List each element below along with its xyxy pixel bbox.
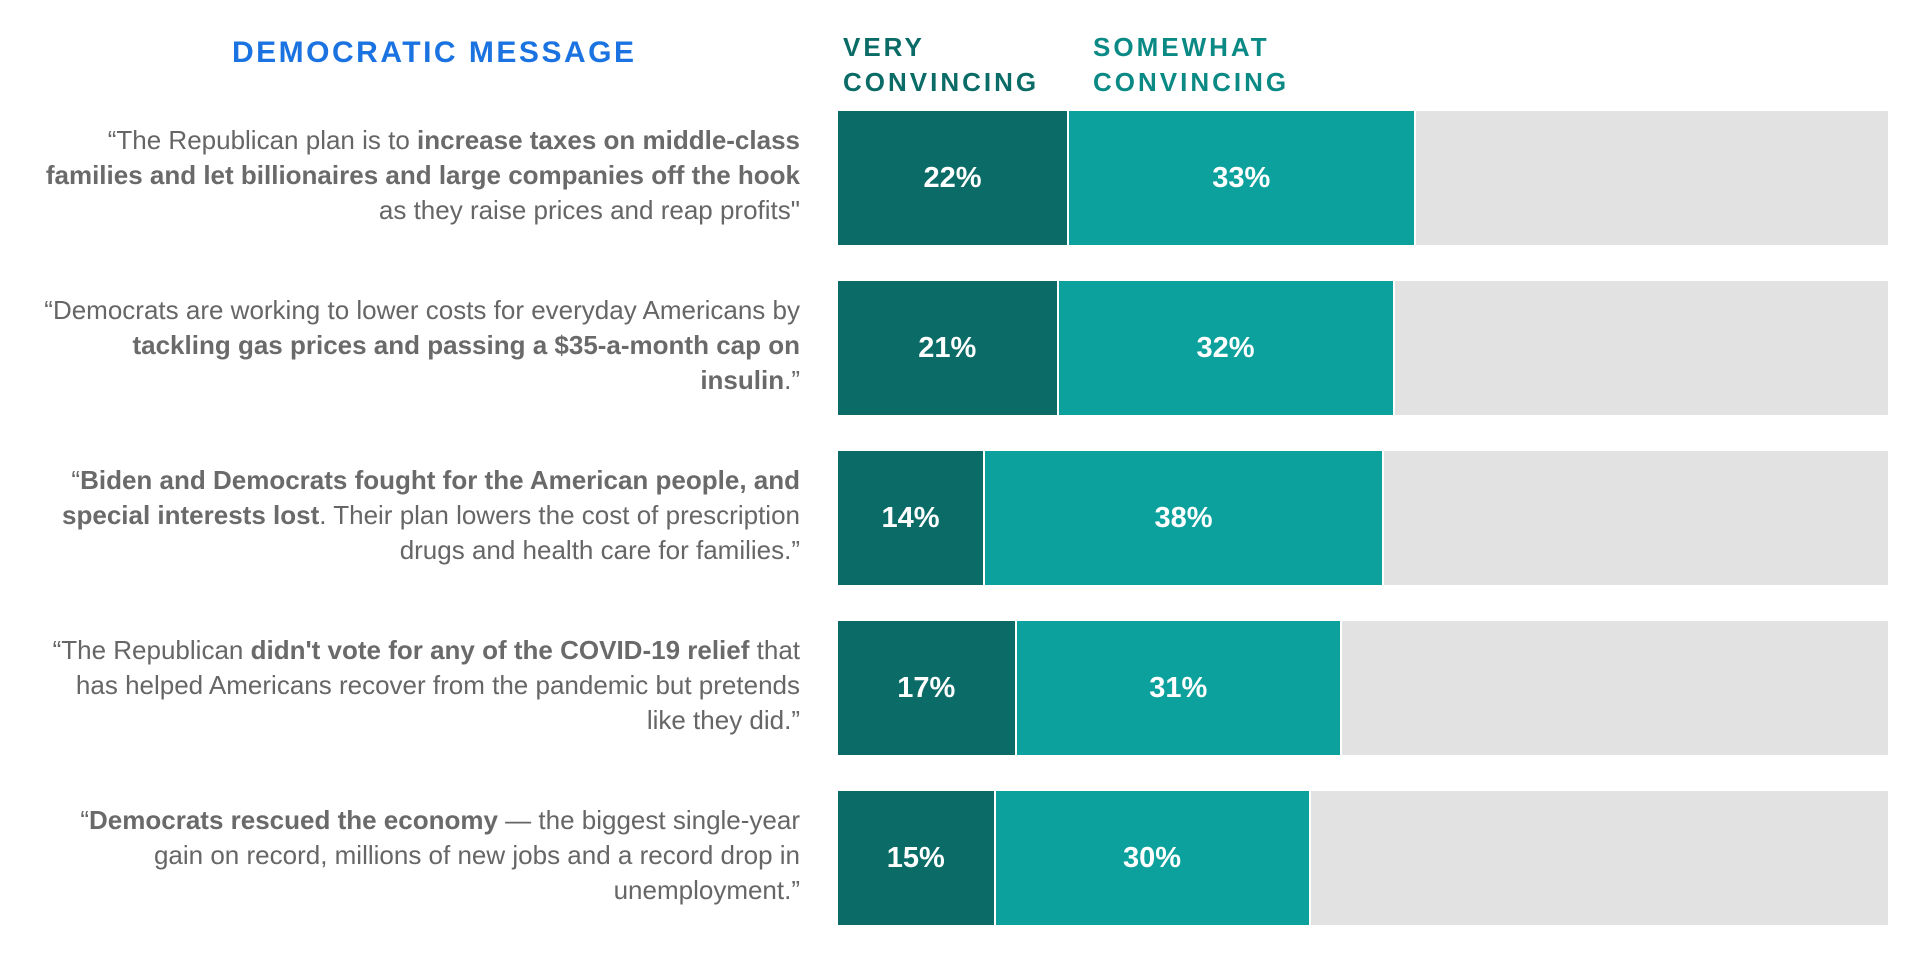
data-label-somewhat: 33% [1212,161,1271,194]
data-label-somewhat: 32% [1196,331,1255,364]
message-plain-text: “ [80,805,90,835]
message-plain-text: .” [784,365,800,395]
bar-very-convincing: 14% [838,451,985,585]
legend-very-line1: VERY [843,32,925,62]
message-bold-text: Biden and Democrats fought for the Ameri… [62,465,800,530]
message-column-title: DEMOCRATIC MESSAGE [232,36,637,69]
message-bold-text: didn't vote for any of the COVID-19 reli… [250,635,750,665]
bar-row: 21% 32% [838,281,1888,415]
data-label-somewhat: 38% [1154,501,1213,534]
bar-row: 14% 38% [838,451,1888,585]
data-label-somewhat: 30% [1122,841,1182,874]
legend-somewhat-line1: SOMEWHAT [1093,32,1270,62]
legend-very-line2: CONVINCING [843,67,1040,97]
bar-row: 22% 33% [838,111,1888,245]
bar-row: 15% 30% [838,791,1888,925]
bar-somewhat-convincing: 38% [985,451,1384,585]
data-label-very: 15% [886,841,945,874]
legend-somewhat-line2: CONVINCING [1093,67,1290,97]
message-bold-text: increase taxes on middle-class families … [45,125,800,190]
bar-very-convincing: 21% [838,281,1059,415]
bar-very-convincing: 17% [838,621,1017,755]
data-label-very: 21% [918,331,977,364]
bar-somewhat-convincing: 33% [1069,111,1416,245]
bar-very-convincing: 22% [838,111,1069,245]
message-plain-text: “ [71,465,81,495]
legend-very-convincing: VERY CONVINCING [843,30,1039,100]
bar-very-convincing: 15% [838,791,996,925]
bar-somewhat-convincing: 32% [1058,281,1395,415]
message-plain-text: — the biggest single-year gain on record… [153,805,800,905]
data-label-very: 17% [897,671,956,704]
message-plain-text: that has helped Americans recover from t… [75,635,800,735]
message-text: “Biden and Democrats fought for the Amer… [40,463,800,568]
bar-somewhat-convincing: 31% [1016,621,1342,755]
data-label-very: 14% [881,501,940,534]
message-bold-text: tackling gas prices and passing a $35-a-… [132,330,800,395]
bar-row: 17% 31% [838,621,1888,755]
legend-somewhat-convincing: SOMEWHAT CONVINCING [1093,30,1289,100]
message-plain-text: “The Republican [52,635,251,665]
message-bold-text: Democrats rescued the economy [89,805,498,835]
data-label-somewhat: 31% [1149,671,1208,704]
bar-somewhat-convincing: 30% [995,791,1311,925]
message-text: “The Republican didn't vote for any of t… [40,633,800,738]
message-text: “The Republican plan is to increase taxe… [40,123,800,228]
message-plain-text: “Democrats are working to lower costs fo… [44,295,800,325]
message-plain-text: . Their plan lowers the cost of prescrip… [319,500,800,565]
message-text: “Democrats are working to lower costs fo… [40,293,800,398]
message-text: “Democrats rescued the economy — the big… [40,803,800,908]
message-plain-text: “The Republican plan is to [107,125,418,155]
message-plain-text: as they raise prices and reap profits" [378,195,800,225]
data-label-very: 22% [923,161,982,194]
